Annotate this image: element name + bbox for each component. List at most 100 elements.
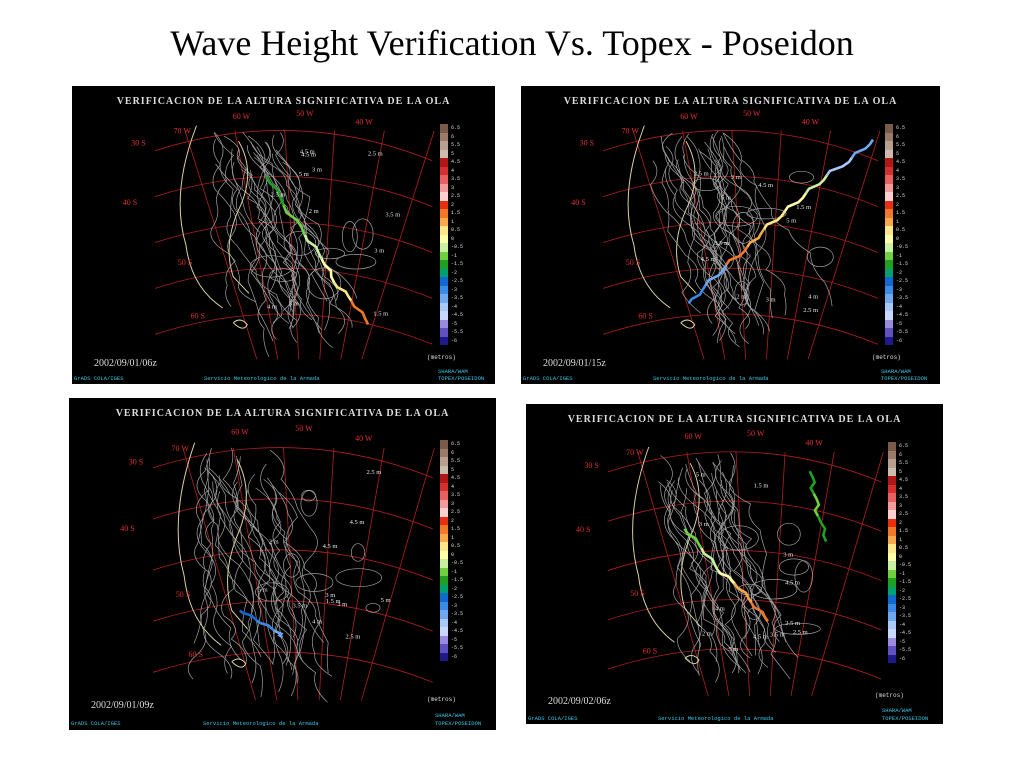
- scale-label: 1.5: [451, 210, 461, 216]
- lon-label: 60 W: [680, 112, 698, 121]
- lon-label: 50 W: [743, 109, 761, 118]
- lon-label: 50 W: [747, 429, 765, 438]
- scale-label: 5.5: [451, 458, 461, 464]
- scale-swatch: [440, 302, 448, 311]
- scale-swatch: [440, 635, 448, 644]
- scale-swatch: [888, 654, 896, 663]
- scale-label: -5: [451, 320, 458, 327]
- scale-swatch: [885, 132, 893, 141]
- scale-label: 0.5: [896, 227, 906, 233]
- footer-right-1: SHARA/WAM: [438, 368, 468, 375]
- scale-swatch: [885, 336, 893, 345]
- scale-label: -3.5: [896, 295, 909, 301]
- scale-swatch: [888, 484, 896, 493]
- scale-swatch: [885, 183, 893, 192]
- scale-label: -5.5: [896, 329, 909, 335]
- lat-label: 50 S: [176, 590, 190, 599]
- scale-swatch: [888, 620, 896, 629]
- scale-swatch: [888, 467, 896, 476]
- scale-label: 3: [451, 500, 455, 507]
- scale-label: 1.5: [896, 210, 906, 216]
- contour-label: 3 m: [783, 551, 793, 558]
- scale-swatch: [440, 285, 448, 294]
- scale-swatch: [440, 533, 448, 542]
- scale-swatch: [888, 510, 896, 519]
- lon-label: 40 W: [802, 118, 820, 127]
- scale-label: 3.5: [451, 492, 461, 498]
- lon-label: 40 W: [355, 118, 373, 127]
- scale-swatch: [440, 192, 448, 201]
- lat-label: 40 S: [576, 525, 590, 534]
- scale-swatch: [440, 550, 448, 559]
- scale-label: -2.5: [451, 594, 464, 600]
- contour-label: 1.5 m: [796, 204, 811, 211]
- scale-swatch: [885, 226, 893, 235]
- scale-label: -1.5: [451, 261, 464, 267]
- contour-label: 4.5 m: [753, 633, 768, 640]
- scale-swatch: [440, 209, 448, 218]
- scale-swatch: [885, 175, 893, 184]
- scale-swatch: [440, 226, 448, 235]
- scale-swatch: [885, 311, 893, 320]
- scale-swatch: [885, 319, 893, 328]
- scale-swatch: [888, 544, 896, 553]
- scale-label: 6.5: [451, 441, 461, 447]
- contour-label: 4.5 m: [758, 182, 773, 189]
- scale-swatch: [888, 578, 896, 587]
- scale-swatch: [885, 149, 893, 158]
- contour-label: 1.5 m: [754, 483, 769, 490]
- scale-label: -2: [896, 269, 903, 276]
- contour-label: 2 m: [309, 208, 319, 215]
- lat-label: 60 S: [643, 647, 657, 656]
- scale-label: -3.5: [451, 611, 464, 617]
- scale-swatch: [888, 535, 896, 544]
- contour-label: 3 m: [766, 296, 776, 303]
- lat-label: 30 S: [580, 139, 594, 148]
- scale-label: -5.5: [451, 645, 464, 651]
- scale-swatch: [888, 612, 896, 621]
- panel-title: VERIFICACION DE LA ALTURA SIGNIFICATIVA …: [116, 96, 451, 107]
- scale-label: -5: [451, 636, 458, 643]
- contour-label: 1.5 m: [326, 598, 341, 605]
- scale-swatch: [440, 499, 448, 508]
- scale-label: 5.5: [899, 460, 909, 466]
- footer-center: Servicio Meteorologico de la Armada: [204, 375, 320, 382]
- scale-swatch: [440, 277, 448, 286]
- scale-label: -3.5: [451, 295, 464, 301]
- scale-label: 2: [899, 519, 903, 526]
- lat-label: 30 S: [584, 461, 598, 470]
- scale-label: -4.5: [451, 312, 464, 318]
- lat-label: 60 S: [190, 311, 204, 320]
- scale-label: -4: [896, 303, 903, 310]
- scale-label: -1.5: [451, 577, 464, 583]
- scale-swatch: [885, 200, 893, 209]
- scale-label: 1.5: [899, 528, 909, 534]
- scale-swatch: [885, 166, 893, 175]
- contour-label: 3 m: [312, 166, 322, 173]
- scale-swatch: [888, 501, 896, 510]
- scale-label: -5.5: [451, 329, 464, 335]
- scale-label: 4: [896, 167, 900, 174]
- scale-label: 0: [451, 551, 455, 558]
- contour-label: 3.5 m: [770, 632, 785, 639]
- contour-label: 3.5 m: [385, 212, 400, 219]
- scale-label: 5: [899, 468, 903, 475]
- scale-label: -3: [896, 286, 903, 293]
- scale-label: -2.5: [899, 596, 912, 602]
- scale-label: 3.5: [451, 176, 461, 182]
- scale-label: 6.5: [451, 125, 461, 131]
- footer-center: Servicio Meteorologico de la Armada: [653, 375, 769, 382]
- contour-label: 2 m: [269, 538, 279, 545]
- scale-swatch: [440, 491, 448, 500]
- scale-label: 6.5: [896, 125, 906, 131]
- scale-label: -2: [451, 269, 458, 276]
- scale-label: -5: [899, 638, 906, 645]
- scale-label: 1: [899, 536, 903, 543]
- scale-swatch: [888, 561, 896, 570]
- contour-label: 5 m: [786, 218, 796, 225]
- scale-label: 5.5: [451, 142, 461, 148]
- scale-label: 1: [451, 534, 455, 541]
- scale-swatch: [885, 328, 893, 337]
- scale-swatch: [888, 569, 896, 578]
- map-panel-4: 70 W 60 W 50 W 40 W 30 S 40 S 50 S 60 S 2.5 m 4.5…: [526, 404, 943, 724]
